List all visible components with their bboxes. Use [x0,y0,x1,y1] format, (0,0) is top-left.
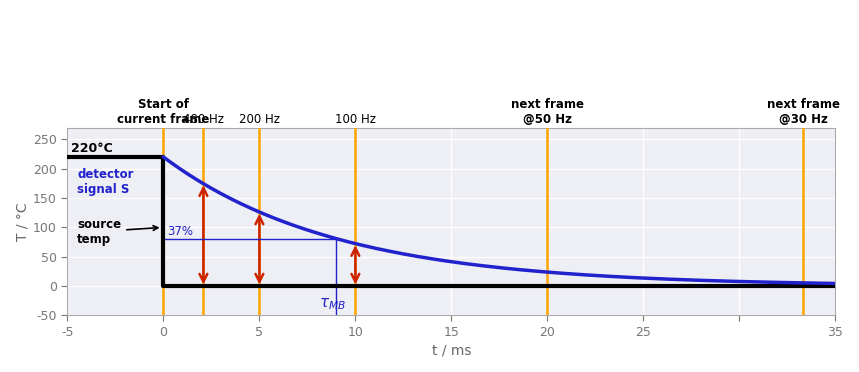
Text: 37%: 37% [168,225,193,238]
Text: 100 Hz: 100 Hz [335,113,376,126]
Text: 200 Hz: 200 Hz [239,113,280,126]
Text: detector
signal S: detector signal S [77,168,133,196]
Text: 480 Hz: 480 Hz [183,113,224,126]
Text: Start of
current frame: Start of current frame [117,98,210,126]
Text: 220°C: 220°C [71,142,113,155]
Text: source
temp: source temp [77,218,158,246]
Text: next frame
@50 Hz: next frame @50 Hz [511,98,584,126]
Text: next frame
@30 Hz: next frame @30 Hz [767,98,840,126]
Text: $\tau_{MB}$: $\tau_{MB}$ [319,297,346,312]
X-axis label: t / ms: t / ms [431,343,471,357]
Y-axis label: T / °C: T / °C [15,202,29,241]
